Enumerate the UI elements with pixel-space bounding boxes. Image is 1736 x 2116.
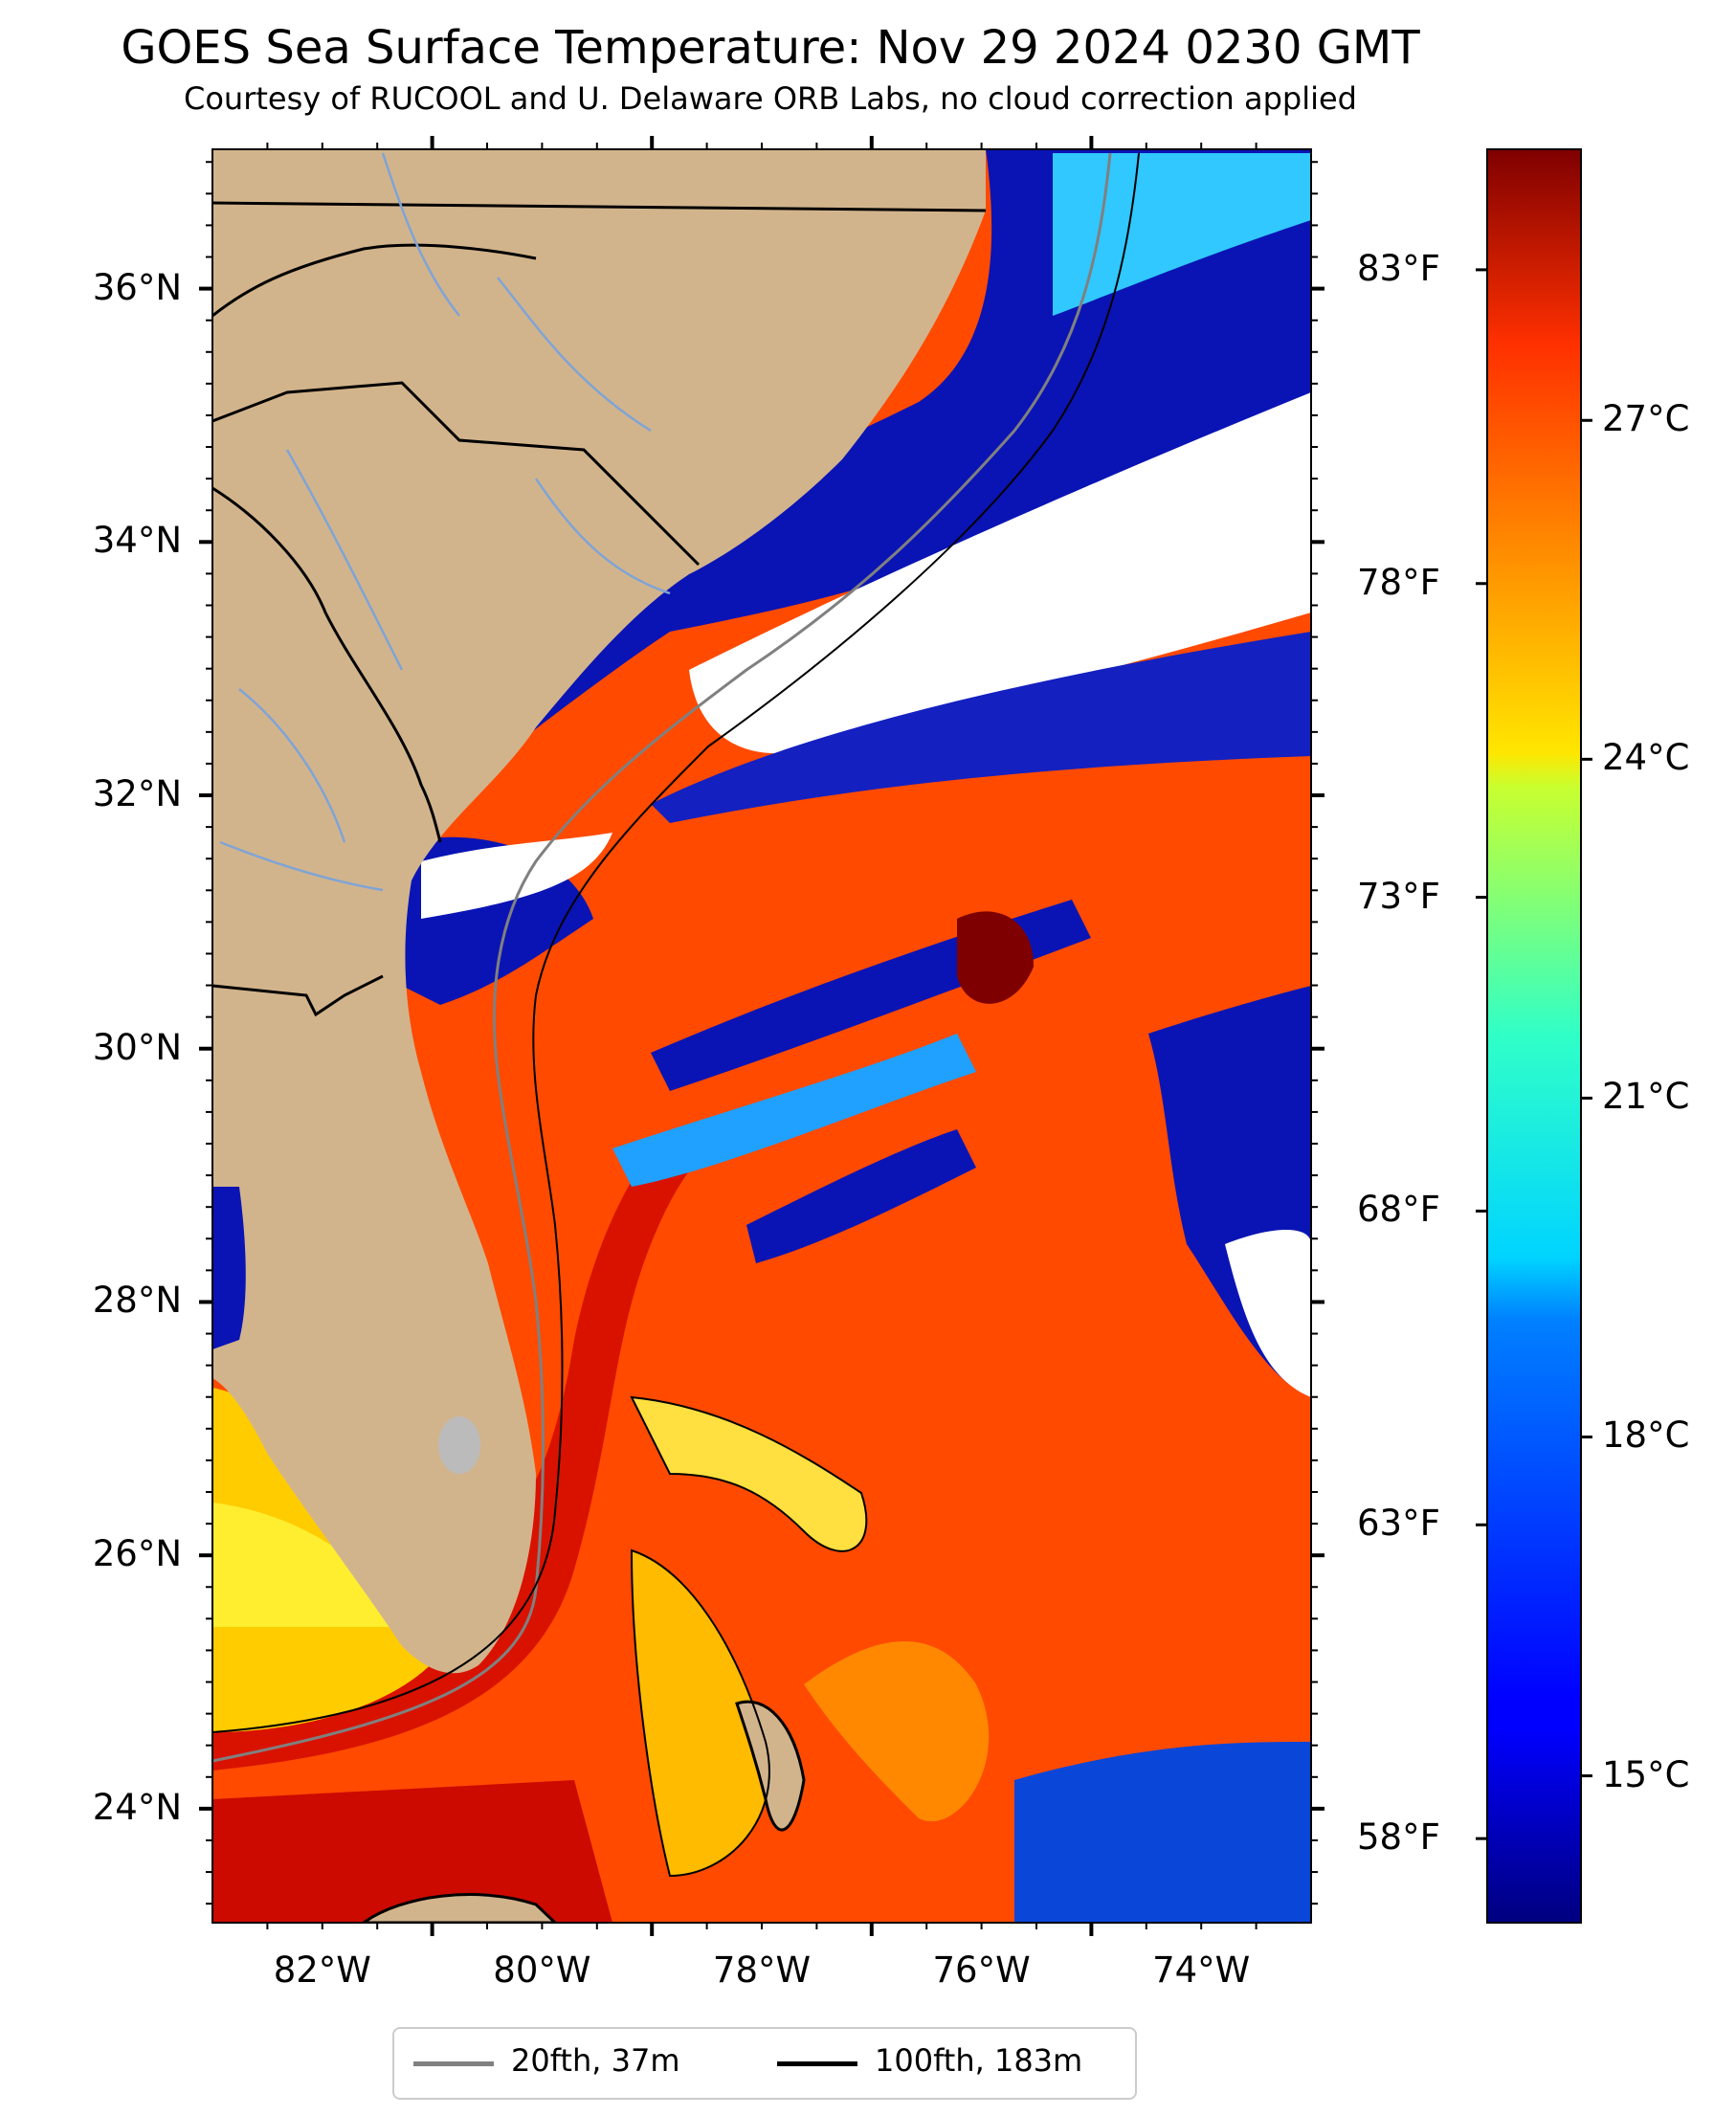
cool-coastal-shelf — [383, 149, 1311, 861]
isobath-100fth — [212, 152, 1140, 1733]
colorbar — [1486, 148, 1582, 1924]
gulf-coast-cool — [212, 1187, 246, 1349]
cloud-band-coastal — [421, 833, 612, 919]
lon-label: 76°W — [932, 1949, 1031, 1991]
colorbar-fahrenheit-label: 78°F — [1357, 561, 1440, 603]
legend-label-20fth: 20fth, 37m — [511, 2042, 680, 2079]
cool-cyan-patch — [1053, 153, 1311, 316]
legend-swatch-20fth — [413, 2061, 494, 2066]
lake-okeechobee — [438, 1416, 480, 1474]
legend-label-100fth: 100fth, 183m — [875, 2042, 1083, 2079]
colorbar-celsius-label: 27°C — [1602, 398, 1690, 440]
florida-straits-warm — [212, 1780, 612, 1923]
bahama-shallow-north — [632, 1397, 867, 1551]
lon-label: 82°W — [273, 1949, 371, 1991]
cuba-coast — [361, 1893, 558, 1923]
lat-label: 36°N — [92, 266, 182, 308]
colorbar-celsius-label: 18°C — [1602, 1414, 1690, 1457]
cloud-band-north — [689, 392, 1311, 754]
colorbar-fahrenheit-label: 68°F — [1357, 1189, 1440, 1231]
map-area — [212, 149, 1311, 1923]
lat-label: 34°N — [92, 520, 182, 562]
cool-band-southeast — [746, 1129, 976, 1263]
colorbar-fahrenheit-label: 58°F — [1357, 1816, 1440, 1859]
andros-island — [735, 1700, 806, 1832]
state-borders — [212, 201, 987, 1017]
cool-southeast-corner — [1014, 1742, 1311, 1923]
hot-spot — [957, 911, 1034, 1004]
map-subtitle: Courtesy of RUCOOL and U. Delaware ORB L… — [184, 80, 1357, 117]
colorbar-fahrenheit-label: 63°F — [1357, 1503, 1440, 1545]
colorbar-celsius-label: 15°C — [1602, 1753, 1690, 1795]
bahama-shallow-east — [804, 1641, 990, 1822]
colorbar-fahrenheit-label: 73°F — [1357, 875, 1440, 917]
cloud-patch-east — [1225, 1230, 1311, 1397]
isobath-bahama-north — [630, 1395, 868, 1552]
cool-band-south — [612, 1034, 976, 1187]
lon-label: 80°W — [493, 1949, 591, 1991]
lon-label: 78°W — [712, 1949, 812, 1991]
lat-label: 24°N — [92, 1786, 182, 1828]
colorbar-celsius-label: 21°C — [1602, 1076, 1690, 1118]
colorbar-fahrenheit-label: 83°F — [1357, 247, 1440, 289]
isobath-20fth — [212, 152, 1112, 1763]
legend-swatch-100fth — [777, 2061, 857, 2066]
cool-band-north — [651, 632, 1311, 823]
gulf-yellow-water — [212, 1503, 412, 1627]
lat-label: 30°N — [92, 1026, 182, 1068]
lat-label: 26°N — [92, 1533, 182, 1575]
isobath-bahama-west — [630, 1548, 770, 1878]
rivers — [219, 152, 671, 892]
map-title: GOES Sea Surface Temperature: Nov 29 202… — [121, 21, 1420, 75]
bahama-shallow-west — [632, 1550, 769, 1876]
tick-marks — [199, 136, 1592, 1936]
lat-label: 32°N — [92, 773, 182, 815]
lat-label: 28°N — [92, 1280, 182, 1322]
isobath-legend: 20fth, 37m 100fth, 183m — [392, 2027, 1137, 2100]
us-mainland — [212, 149, 986, 1674]
colorbar-celsius-label: 24°C — [1602, 737, 1690, 779]
lon-label: 74°W — [1152, 1949, 1251, 1991]
